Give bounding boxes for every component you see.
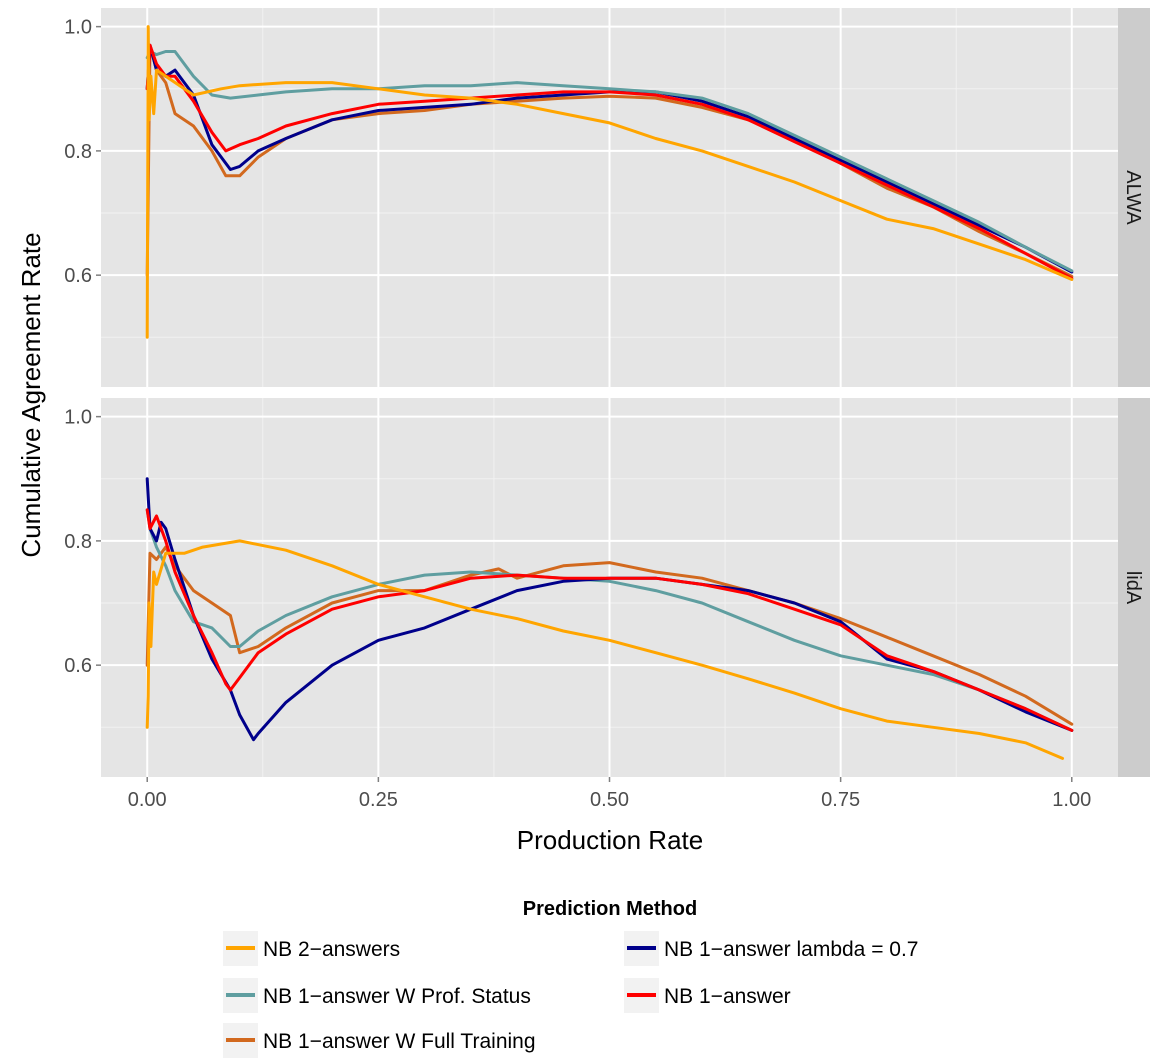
y-tick-label: 0.6 — [64, 265, 92, 287]
legend-item: NB 1−answer lambda = 0.7 — [624, 931, 918, 966]
legend-label: NB 2−answers — [263, 938, 400, 961]
series-line — [145, 25, 1074, 339]
x-axis-title: Production Rate — [517, 825, 703, 855]
y-tick-label: 1.0 — [64, 407, 92, 429]
panel-lida: 0.6 0.8 1.0 lidA — [64, 398, 1150, 777]
series-line — [145, 545, 1074, 726]
y-tick-label: 0.6 — [64, 655, 92, 677]
strip-background — [1118, 8, 1150, 387]
legend-label: NB 1−answer — [664, 985, 791, 1008]
legend: Prediction Method NB 2−answers NB 1−answer… — [223, 898, 918, 1058]
series-lines — [145, 25, 1074, 339]
strip-background — [1118, 398, 1150, 777]
strip-label: lidA — [1122, 571, 1144, 605]
series-lines — [145, 477, 1074, 760]
panels-layer: 0.6 0.8 1.0 ALWA 0.6 0.8 1.0 lidA 0.00 0.25 0.50 0.… — [64, 8, 1150, 811]
x-tick-label: 0.75 — [821, 789, 860, 811]
legend-item: NB 1−answer — [624, 978, 791, 1013]
x-tick-label: 0.25 — [359, 789, 398, 811]
y-tick-label: 1.0 — [64, 17, 92, 39]
legend-item: NB 1−answer W Prof. Status — [223, 978, 531, 1013]
legend-label: NB 1−answer W Prof. Status — [263, 985, 531, 1008]
x-tick-label: 0.00 — [128, 789, 167, 811]
y-tick-label: 0.8 — [64, 531, 92, 553]
x-tick-label: 0.50 — [590, 789, 629, 811]
grid-lines — [101, 398, 1118, 777]
y-tick-label: 0.8 — [64, 141, 92, 163]
series-line — [145, 43, 1074, 274]
series-line — [145, 508, 1074, 732]
legend-item: NB 1−answer W Full Training — [223, 1023, 536, 1058]
legend-label: NB 1−answer lambda = 0.7 — [664, 938, 918, 961]
series-line — [145, 50, 1074, 273]
panel-alwa: 0.6 0.8 1.0 ALWA — [64, 8, 1150, 387]
series-line — [145, 508, 1074, 732]
strip-label: ALWA — [1122, 170, 1144, 225]
x-tick-label: 1.00 — [1052, 789, 1091, 811]
legend-title: Prediction Method — [523, 898, 697, 920]
legend-label: NB 1−answer W Full Training — [263, 1030, 536, 1053]
y-axis-title: Cumulative Agreement Rate — [16, 232, 46, 557]
series-line — [145, 539, 1064, 760]
legend-item: NB 2−answers — [223, 931, 400, 966]
